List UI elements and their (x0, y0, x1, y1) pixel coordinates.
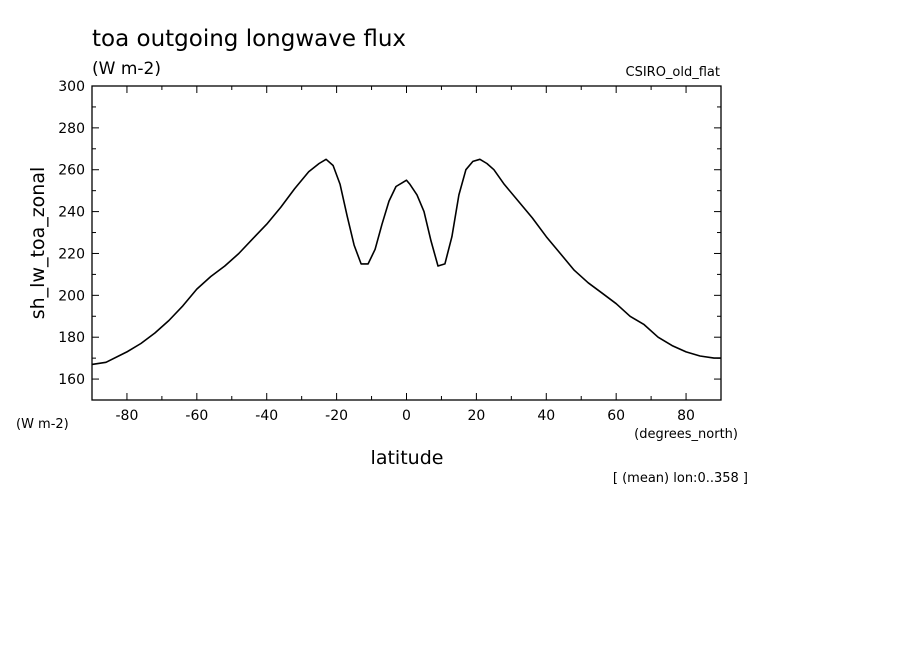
x-axis-label: latitude (371, 447, 444, 469)
x-tick-label: -20 (325, 408, 348, 424)
y-axis-units: (W m-2) (16, 417, 69, 432)
y-tick-label: 180 (58, 330, 85, 346)
series-line (91, 158, 721, 366)
footnote: [ (mean) lon:0..358 ] (613, 471, 748, 486)
x-axis-units: (degrees_north) (634, 427, 738, 442)
chart-title: toa outgoing longwave flux (92, 26, 406, 52)
y-tick-label: 240 (58, 205, 85, 221)
y-tick-label: 200 (58, 288, 85, 304)
y-tick-label: 260 (58, 163, 85, 179)
y-axis-label: sh_lw_toa_zonal (27, 167, 49, 320)
x-tick-label: 20 (467, 408, 485, 424)
plot-frame (91, 85, 722, 401)
axis-ticks (91, 85, 722, 401)
x-tick-label: -80 (116, 408, 139, 424)
chart-units: (W m-2) (92, 59, 161, 79)
x-tick-labels: -80 -60 -40 -20 0 20 40 60 80 (116, 408, 695, 424)
x-tick-label: 60 (607, 408, 625, 424)
y-tick-label: 300 (58, 79, 85, 95)
x-tick-label: -60 (185, 408, 208, 424)
y-tick-label: 160 (58, 372, 85, 388)
x-tick-label: 40 (537, 408, 555, 424)
x-tick-label: 0 (402, 408, 411, 424)
x-tick-label: -40 (255, 408, 278, 424)
x-tick-label: 80 (677, 408, 695, 424)
y-tick-label: 280 (58, 121, 85, 137)
y-tick-label: 220 (58, 246, 85, 262)
y-tick-labels: 160 180 200 220 240 260 280 300 (58, 79, 85, 388)
source-label: CSIRO_old_flat (626, 65, 721, 80)
